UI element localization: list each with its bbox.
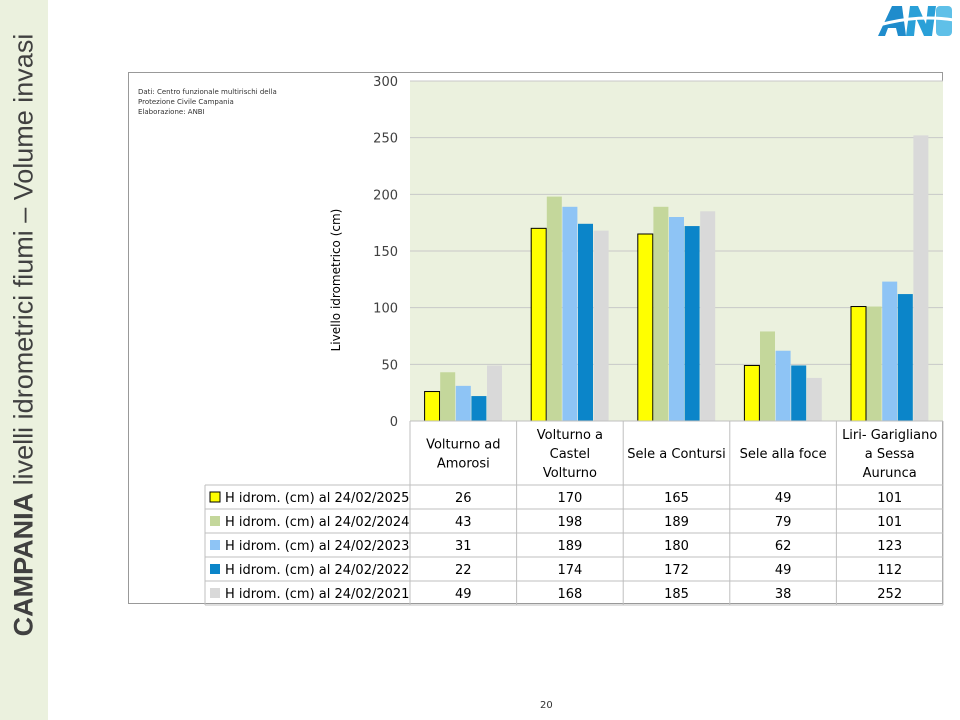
data-cell: 189 [664,515,689,530]
category-label: Aurunca [863,466,917,481]
category-label: Castel [550,447,591,462]
y-tick-label: 150 [373,245,398,260]
category-label: Sele a Contursi [627,447,725,462]
y-tick-label: 100 [373,302,398,317]
bar [882,281,898,421]
bar [637,233,654,422]
bar [455,385,471,421]
category-label: Amorosi [437,457,490,472]
data-cell: 49 [775,563,792,578]
category-label: Sele alla foce [740,447,827,462]
data-cell: 79 [775,515,792,530]
legend-swatch [210,540,220,550]
data-cell: 123 [877,539,902,554]
category-label: Volturno a [537,428,603,443]
data-cell: 174 [557,563,582,578]
data-cell: 185 [664,587,689,602]
bar [850,306,867,422]
data-cell: 252 [877,587,902,602]
bar [743,364,760,422]
bar [424,391,441,422]
bar [546,196,562,421]
legend-label: H idrom. (cm) al 24/02/2023 [225,539,409,554]
legend-label: H idrom. (cm) al 24/02/2021 [225,587,409,602]
bar [578,223,593,421]
category-label: Volturno ad [426,438,500,453]
bar [684,226,700,421]
y-tick-label: 250 [373,132,398,147]
note-line: Protezione Civile Campania [138,98,234,106]
bar [530,227,547,422]
page-number: 20 [540,700,553,711]
bar [866,306,882,421]
y-tick-label: 200 [373,188,398,203]
y-tick-label: 300 [373,75,398,90]
data-cell: 101 [877,515,902,530]
legend-label: H idrom. (cm) al 24/02/2025 [225,491,409,506]
bar [487,365,502,421]
anbi-logo [876,6,954,36]
bar [440,372,456,421]
data-cell: 189 [557,539,582,554]
bar [593,230,609,421]
note-line: Dati: Centro funzionale multirischi dell… [138,88,277,96]
data-cell: 31 [455,539,472,554]
category-label: a Sessa [865,447,915,462]
data-cell: 112 [877,563,902,578]
category-label: Volturno [543,466,597,481]
bar [669,217,684,421]
legend-swatch [210,564,220,574]
legend-swatch [209,491,221,503]
note-line: Elaborazione: ANBI [138,108,205,116]
data-cell: 26 [455,491,472,506]
data-cell: 49 [775,491,792,506]
bar [913,135,929,421]
data-cell: 172 [664,563,689,578]
data-cell: 198 [557,515,582,530]
legend-swatch [210,588,220,598]
bar [700,211,716,421]
bar [562,206,578,421]
category-label: Liri- Garigliano [842,428,937,443]
y-tick-label: 50 [381,358,398,373]
bar [471,396,487,421]
data-cell: 170 [557,491,582,506]
data-cell: 22 [455,563,472,578]
data-cell: 62 [775,539,792,554]
bar [897,294,913,421]
y-tick-label: 0 [390,415,398,430]
data-cell: 101 [877,491,902,506]
data-cell: 180 [664,539,689,554]
data-cell: 49 [455,587,472,602]
bar [653,206,669,421]
source-note: Dati: Centro funzionale multirischi dell… [138,87,277,117]
bar [791,365,807,421]
bar [806,377,822,421]
data-cell: 38 [775,587,792,602]
data-cell: 165 [664,491,689,506]
legend-label: H idrom. (cm) al 24/02/2022 [225,563,409,578]
bar [775,350,791,421]
data-cell: 168 [557,587,582,602]
sidebar: CAMPANIA livelli idrometrici fiumi – Vol… [0,0,48,720]
data-cell: 43 [455,515,472,530]
bar [760,331,775,421]
legend-swatch [210,516,220,526]
y-axis-label: Livello idrometrico (cm) [329,209,343,352]
legend-label: H idrom. (cm) al 24/02/2024 [225,515,409,530]
